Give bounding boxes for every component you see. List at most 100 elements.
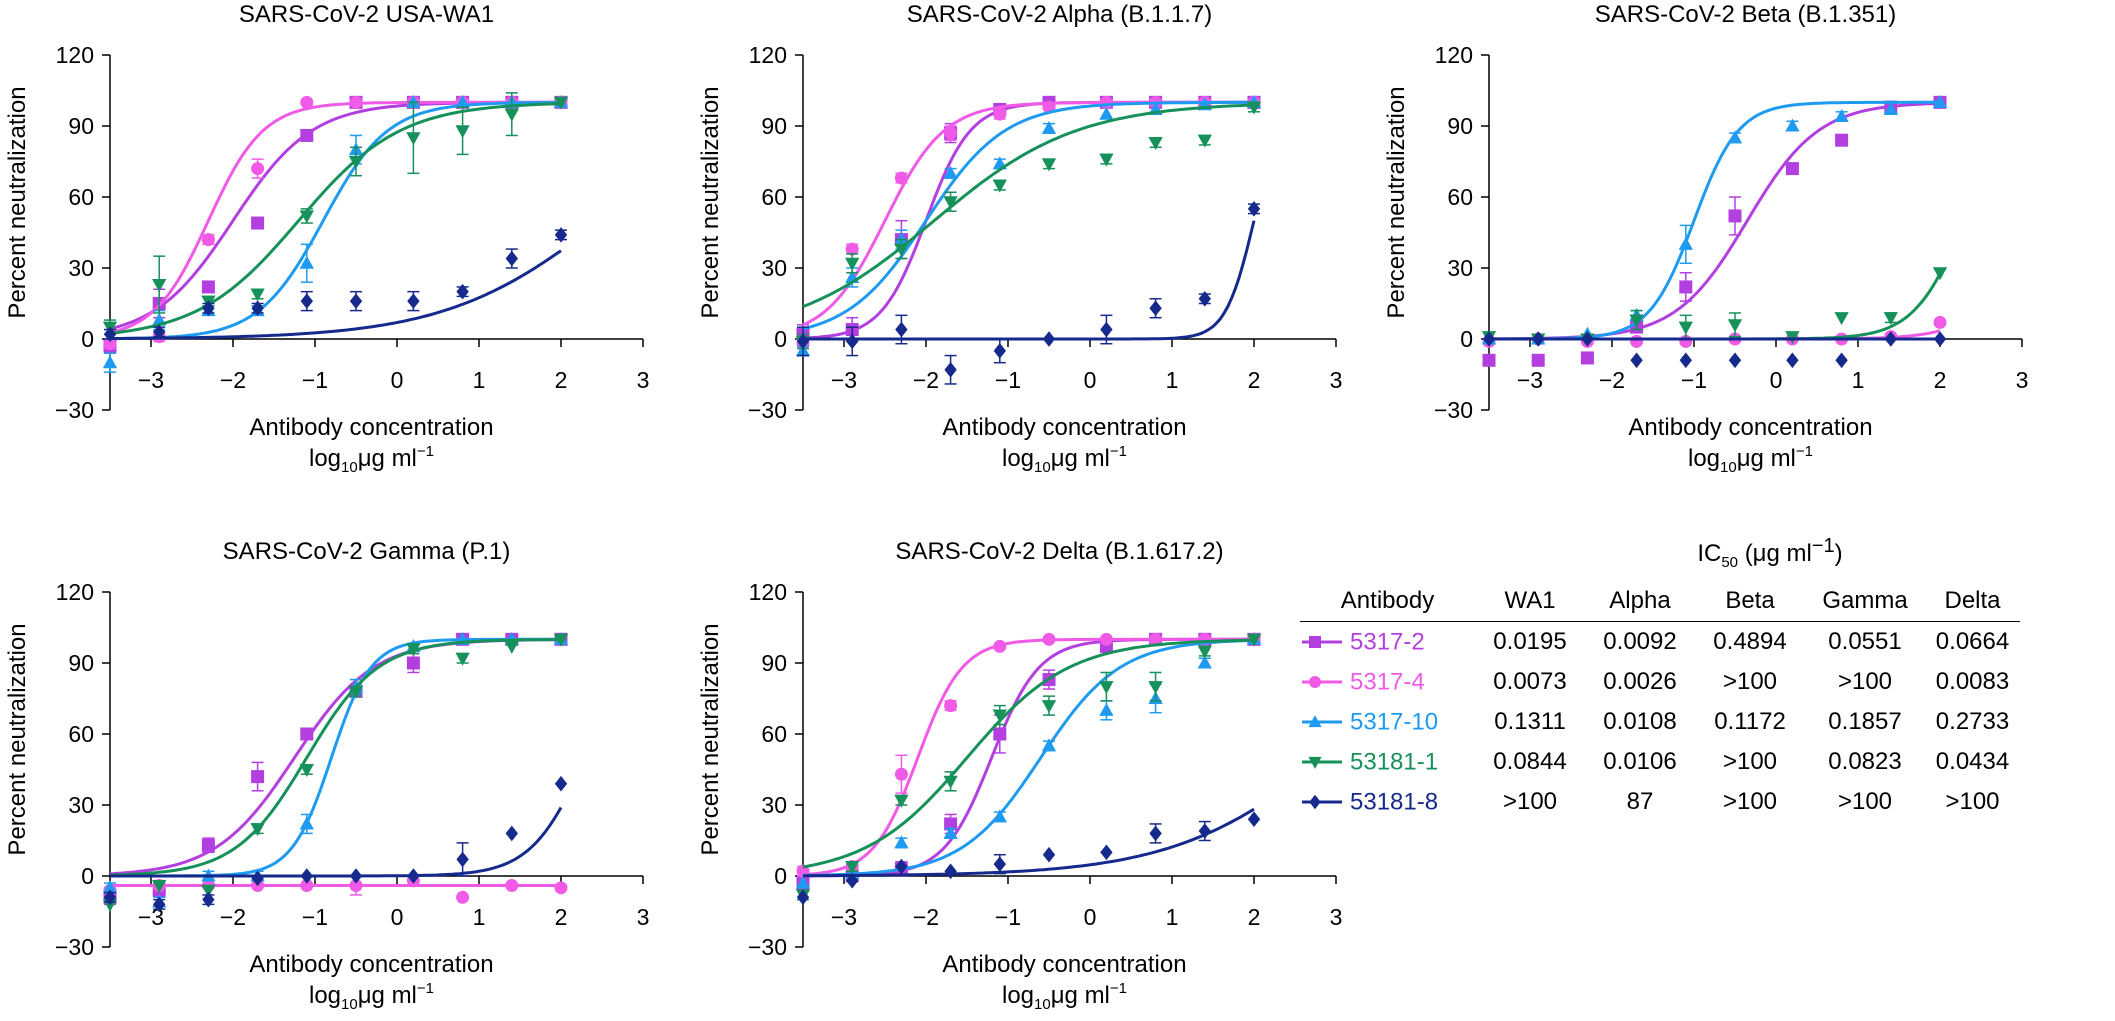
x-tick-label: 3: [2016, 367, 2029, 393]
ic50-value-beta: 0.4894: [1713, 628, 1787, 655]
data-point: [1247, 811, 1261, 827]
data-point: [456, 851, 469, 868]
data-point: [554, 881, 568, 895]
fit-curve-5317-10: [803, 638, 1255, 877]
fit-curve-53181-1: [109, 638, 561, 877]
data-point: [944, 699, 958, 713]
data-point: [1835, 133, 1849, 147]
data-point: [251, 770, 265, 784]
series-53181-8: [103, 227, 568, 343]
data-point: [796, 333, 810, 350]
data-point: [300, 868, 313, 884]
y-tick-label: 60: [1447, 184, 1473, 210]
data-point: [943, 775, 958, 789]
y-tick-label: 120: [749, 42, 787, 68]
y-tick-label: 30: [68, 255, 94, 281]
data-point: [202, 891, 215, 908]
y-tick-label: −30: [748, 397, 787, 423]
x-tick-label: −1: [302, 904, 328, 930]
data-point: [554, 227, 568, 243]
x-tick-label: 0: [1084, 904, 1097, 930]
ic50-row-53181-1: 53181-1 0.0844 0.0106 >100 0.0823 0.0434: [1300, 742, 2020, 782]
chart-panel-sars-cov-2-delta-b-1-617-2: SARS-CoV-2 Delta (B.1.617.2)−30030609012…: [697, 538, 1342, 1013]
data-point: [1728, 209, 1742, 223]
data-point: [1099, 681, 1114, 695]
data-point: [1678, 321, 1693, 335]
ic50-header-row: Antibody WA1 Alpha Beta Gamma Delta: [1300, 581, 2020, 622]
data-point: [1246, 633, 1262, 647]
legend-symbol: [1308, 715, 1322, 728]
x-axis-label: Antibody concentration: [249, 951, 493, 978]
ic50-value-alpha: 0.0026: [1603, 668, 1677, 695]
series-5317-2: [796, 632, 1261, 890]
data-point: [504, 108, 519, 122]
ic50-value-delta: 0.2733: [1935, 708, 2010, 735]
x-tick-label: 0: [391, 904, 404, 930]
data-point: [299, 210, 314, 224]
data-point: [407, 868, 420, 884]
data-point: [201, 884, 216, 898]
ic50-value-alpha: 0.0092: [1603, 628, 1677, 655]
data-point: [1042, 632, 1056, 646]
data-point: [1148, 681, 1163, 695]
data-point: [102, 880, 118, 894]
fit-curve-53181-1: [1489, 273, 1942, 341]
data-point: [1883, 101, 1898, 115]
data-point: [1099, 153, 1114, 167]
data-point: [103, 337, 117, 351]
ic50-row-5317-10: 5317-10 0.1311 0.0108 0.1172 0.1857 0.2733: [1300, 702, 2020, 742]
series-53181-1: [795, 101, 1262, 350]
series-53181-1: [102, 92, 569, 336]
ic50-value-alpha: 0.0106: [1603, 748, 1677, 775]
data-point: [1727, 319, 1743, 333]
data-point: [1630, 334, 1644, 348]
data-point: [455, 652, 470, 666]
data-point: [1786, 352, 1799, 369]
series-53181-1: [1481, 267, 1948, 347]
data-point: [1678, 236, 1693, 250]
y-tick-label: 120: [749, 579, 787, 605]
data-point: [456, 890, 470, 904]
data-point: [1531, 353, 1545, 367]
antibody-name: 53181-1: [1350, 748, 1439, 776]
data-point: [944, 817, 958, 831]
legend-marker-53181-1: [1302, 757, 1342, 770]
x-tick-label: −1: [995, 904, 1021, 930]
legend-marker-5317-4: [1302, 676, 1342, 689]
col-header-alpha: Alpha: [1585, 581, 1695, 622]
data-point: [894, 232, 909, 246]
data-point: [845, 242, 859, 256]
ic50-value-gamma: >100: [1837, 668, 1893, 695]
data-point: [406, 94, 421, 108]
data-point: [554, 775, 568, 792]
data-point: [1198, 290, 1211, 307]
data-point: [553, 633, 569, 647]
data-point: [348, 155, 364, 169]
col-header-antibody: Antibody: [1300, 581, 1475, 622]
data-point: [1932, 267, 1948, 281]
data-point: [455, 125, 470, 139]
antibody-cell: 5317-4: [1300, 662, 1475, 702]
x-tick-label: 2: [1248, 367, 1261, 393]
antibody-cell: 5317-2: [1300, 622, 1475, 663]
data-point: [1883, 312, 1898, 326]
x-tick-label: 1: [473, 367, 486, 393]
y-axis-label: Percent neutralization: [697, 86, 724, 318]
ic50-value-wa1: 0.0073: [1493, 668, 1567, 695]
ic50-value-alpha: 0.0108: [1603, 708, 1677, 735]
data-point: [894, 243, 909, 257]
chart-title: SARS-CoV-2 Gamma (P.1): [223, 538, 511, 565]
data-point: [406, 656, 420, 670]
x-tick-label: 1: [1166, 904, 1179, 930]
y-tick-label: 60: [68, 721, 94, 747]
x-tick-label: −2: [1599, 367, 1625, 393]
series-53181-8: [1482, 331, 1947, 369]
legend-marker-5317-2: [1302, 636, 1342, 649]
antibody-cell: 5317-10: [1300, 702, 1475, 742]
chart-panel-sars-cov-2-beta-b-1-351: SARS-CoV-2 Beta (B.1.351)−300306090120−3…: [1383, 1, 2028, 476]
data-point: [251, 870, 264, 887]
data-point: [1933, 315, 1947, 329]
data-point: [894, 794, 909, 808]
data-point: [944, 863, 957, 880]
col-header-delta: Delta: [1925, 581, 2020, 622]
